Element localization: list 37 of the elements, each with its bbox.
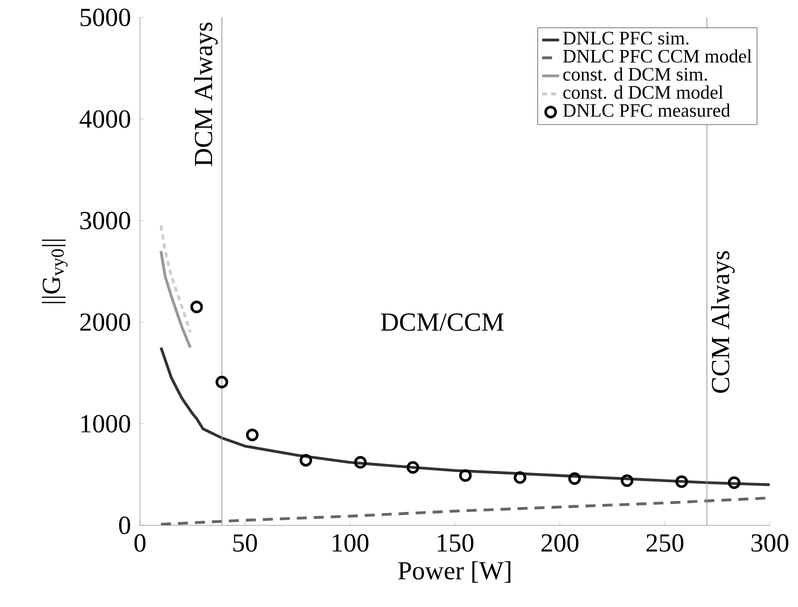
point: [190, 300, 203, 314]
point: [354, 456, 367, 468]
point: [728, 476, 740, 489]
point: [514, 471, 526, 484]
y-tick-label: 0: [119, 516, 130, 534]
y-tick-label: 3000: [80, 212, 130, 230]
legend-label: const. d DCM sim.: [563, 67, 707, 81]
x-tick-label: 200: [542, 534, 578, 552]
y-axis-title: ||G$_{vy0}$||: [42, 240, 68, 303]
legend-label: DNLC PFC measured: [563, 103, 730, 117]
y-tick-label: 5000: [80, 8, 130, 26]
point: [620, 474, 634, 487]
x-tick-label: 50: [233, 534, 257, 552]
y-tick-label: 4000: [80, 110, 130, 128]
ref-line-label: CCM Always: [711, 251, 735, 393]
point: [675, 475, 688, 488]
x-tick-label: 0: [134, 534, 146, 552]
point: [568, 472, 581, 485]
ref-line-label: DCM Always: [194, 22, 218, 166]
legend-label: DNLC PFC sim.: [563, 32, 689, 44]
x-tick-label: 100: [332, 534, 368, 552]
line-series: [160, 250, 192, 349]
annotation: DCM/CCM: [380, 313, 504, 331]
x-tick-label: 150: [438, 534, 474, 552]
point: [216, 376, 228, 388]
x-tick-label: 250: [646, 534, 684, 552]
legend-label: DNLC PFC CCM model: [563, 49, 752, 62]
point: [300, 454, 312, 466]
y-tick-label: 2000: [80, 313, 130, 331]
line-series: [160, 224, 192, 334]
y-tick-label: 1000: [81, 414, 130, 432]
x-axis-title: Power [W]: [398, 561, 510, 583]
x-tick-label: 300: [752, 534, 788, 552]
legend-label: const. d DCM model: [563, 85, 724, 99]
point: [406, 460, 420, 474]
point: [459, 469, 472, 482]
point: [246, 428, 259, 442]
